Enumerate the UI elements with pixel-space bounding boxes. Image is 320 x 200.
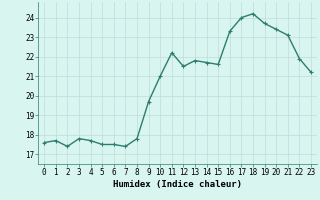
X-axis label: Humidex (Indice chaleur): Humidex (Indice chaleur) [113, 180, 242, 189]
